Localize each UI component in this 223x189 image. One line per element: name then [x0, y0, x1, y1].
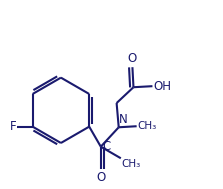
Text: C: C [102, 140, 111, 153]
Text: CH₃: CH₃ [122, 159, 141, 169]
Text: O: O [96, 171, 105, 184]
Text: N: N [119, 113, 128, 126]
Text: F: F [10, 120, 16, 133]
Text: OH: OH [153, 80, 171, 93]
Text: CH₃: CH₃ [137, 121, 157, 131]
Text: O: O [128, 52, 137, 65]
